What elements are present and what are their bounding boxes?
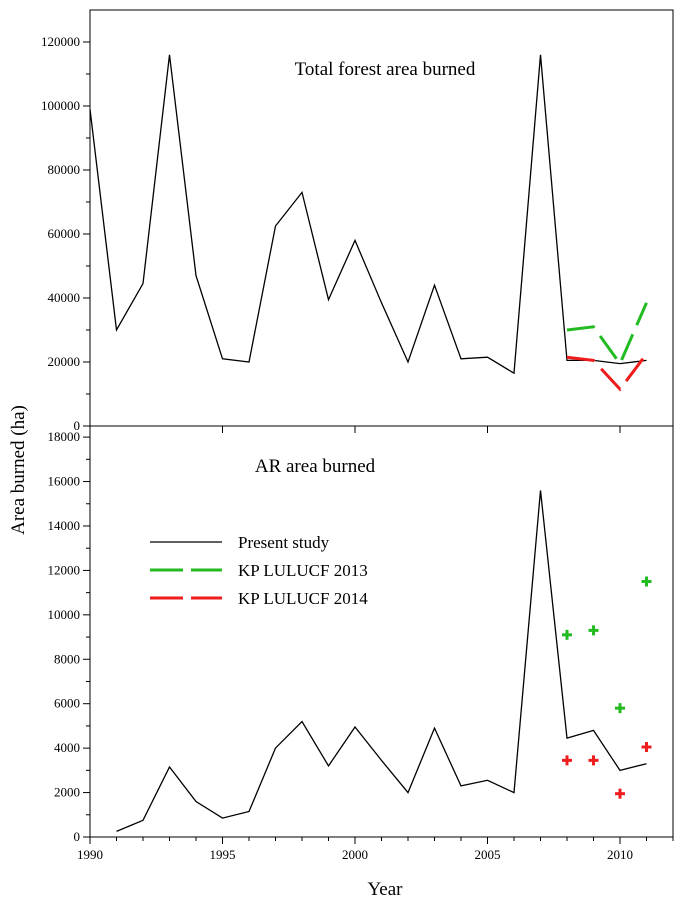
- bottom-y-tick-label: 10000: [48, 607, 81, 622]
- legend-label: KP LULUCF 2014: [238, 589, 368, 608]
- top-y-tick-label: 60000: [48, 226, 81, 241]
- plus-marker: [641, 576, 652, 587]
- top-y-tick-label: 0: [74, 418, 81, 433]
- bottom-y-tick-label: 2000: [54, 785, 80, 800]
- plus-marker: [615, 703, 625, 714]
- bottom-panel-title: AR area burned: [255, 456, 376, 477]
- legend-label: Present study: [238, 533, 330, 552]
- top-y-tick-label: 80000: [48, 162, 81, 177]
- bottom-y-tick-label: 14000: [48, 518, 81, 533]
- plot-border: [89, 9, 674, 838]
- bottom-y-tick-label: 16000: [48, 474, 81, 489]
- top-y-tick-label: 40000: [48, 290, 81, 305]
- bottom-y-tick-label: 4000: [54, 740, 80, 755]
- bottom-y-tick-label: 18000: [48, 429, 81, 444]
- x-tick-label: 1995: [210, 847, 236, 862]
- legend-label: KP LULUCF 2013: [238, 561, 368, 580]
- top-panel-title: Total forest area burned: [295, 59, 476, 80]
- bottom-y-tick-label: 0: [74, 829, 81, 844]
- x-tick-label: 2005: [475, 847, 501, 862]
- x-tick-label: 1990: [77, 847, 103, 862]
- top-series-present-study: [89, 54, 647, 375]
- plus-marker: [641, 742, 652, 753]
- top-y-tick-label: 20000: [48, 354, 81, 369]
- bottom-panel: 0 2000 4000 6000 8000 10000 12000 14000 16000 180…: [48, 429, 652, 844]
- top-series-kp-lulucf-2013: [566, 302, 648, 367]
- plus-marker: [588, 755, 599, 766]
- bottom-y-tick-label: 6000: [54, 696, 80, 711]
- bottom-series-present-study: [116, 490, 647, 832]
- plus-marker: [562, 755, 572, 766]
- x-tick-label: 2010: [607, 847, 633, 862]
- legend: Present study KP LULUCF 2013 KP LULUCF 201…: [150, 533, 368, 608]
- bottom-y-tick-label: 8000: [54, 651, 80, 666]
- x-axis-label: Year: [367, 879, 403, 900]
- bottom-y-tick-label: 12000: [48, 562, 81, 577]
- plus-marker: [615, 788, 625, 799]
- plot-frame: 1990 1995 2000 2005 2010: [77, 9, 674, 862]
- top-y-tick-label: 100000: [41, 98, 80, 113]
- top-panel: 0 20000 40000 60000 80000 100000 120000 Total f…: [41, 34, 648, 433]
- top-y-tick-label: 120000: [41, 34, 80, 49]
- y-axis-label: Area burned (ha): [8, 405, 29, 535]
- plus-marker: [562, 629, 572, 640]
- x-tick-label: 2000: [342, 847, 368, 862]
- plus-marker: [588, 625, 599, 636]
- top-series-kp-lulucf-2014: [566, 353, 648, 392]
